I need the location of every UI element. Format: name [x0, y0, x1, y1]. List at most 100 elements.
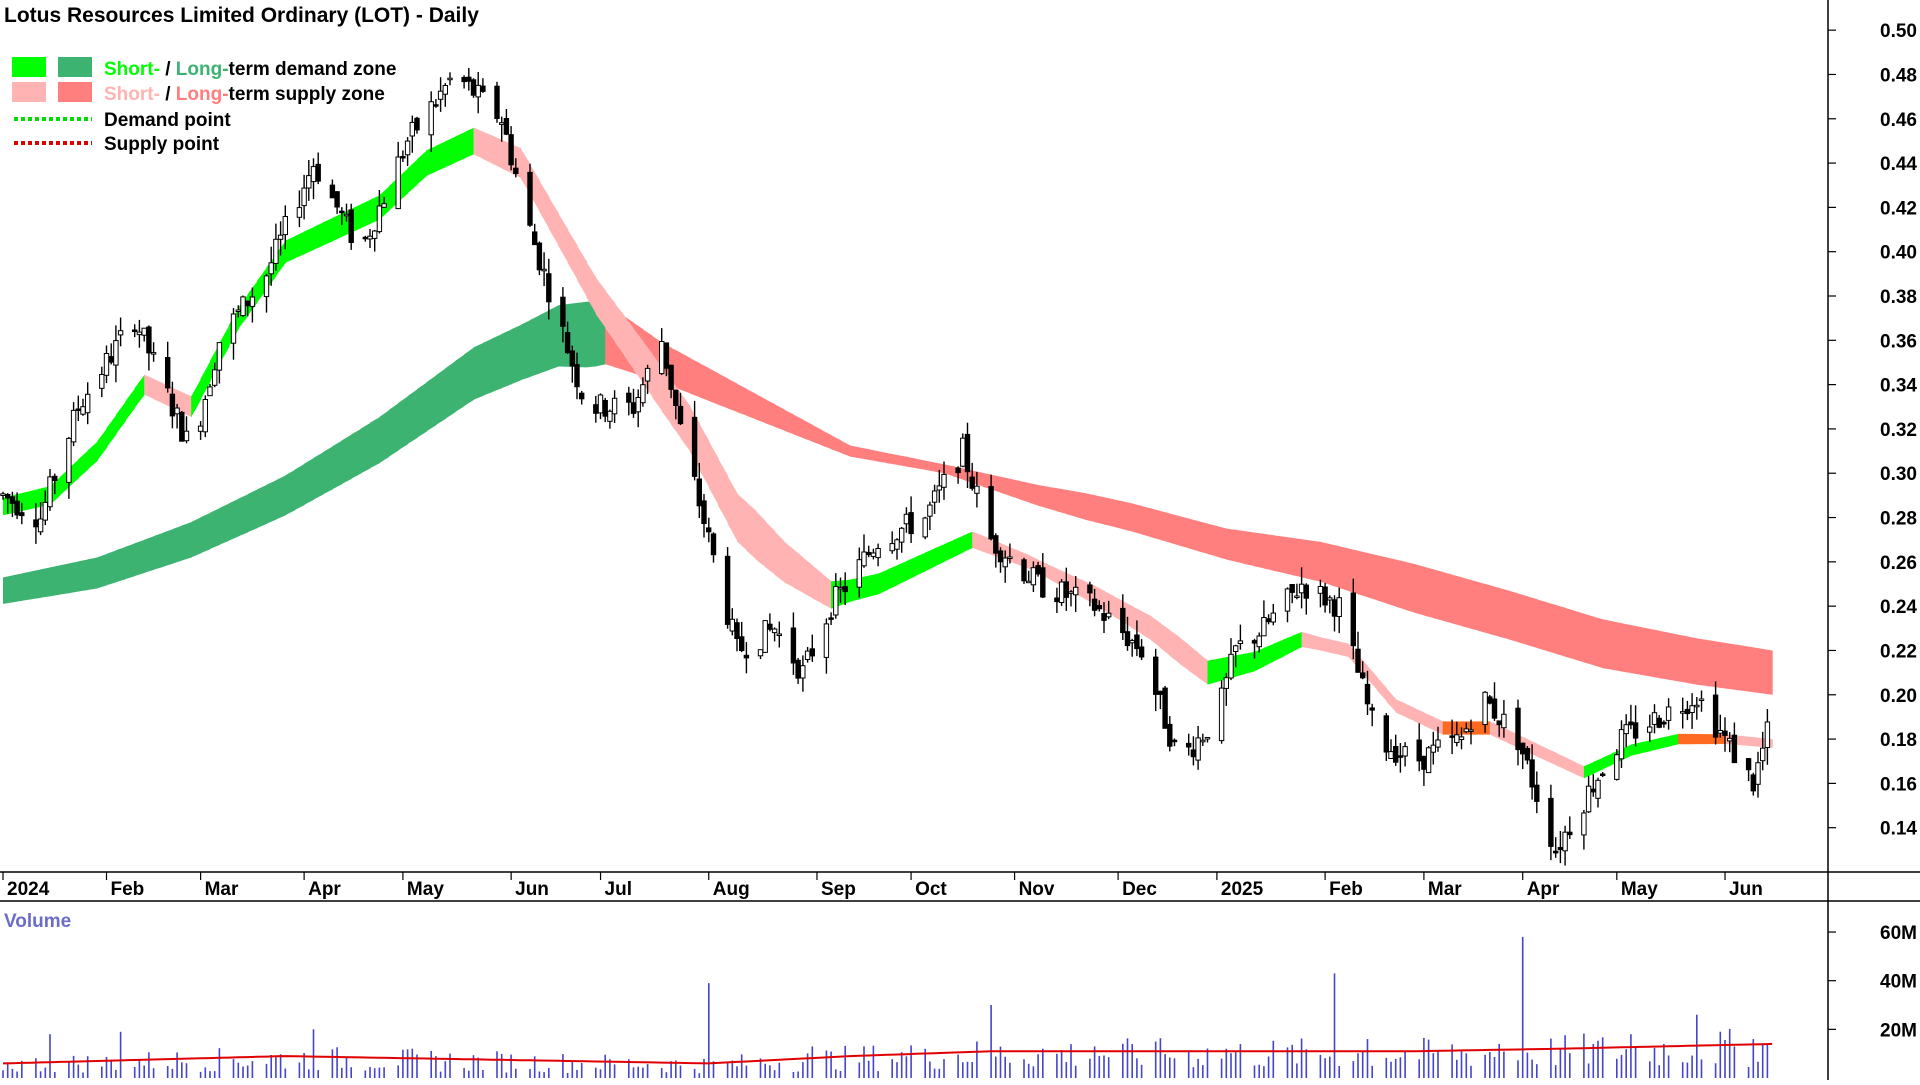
- long-term-zone-segment: [689, 358, 700, 398]
- short-term-zone-segment: [727, 476, 738, 542]
- candle-body: [207, 386, 213, 397]
- candle-body: [861, 551, 867, 567]
- long-term-zone-segment: [473, 342, 484, 400]
- short-term-zone-segment: [1630, 742, 1641, 756]
- short-term-zone-segment: [878, 569, 889, 595]
- price-tick-label: 0.36: [1880, 331, 1917, 352]
- candle-body: [1106, 612, 1112, 618]
- long-term-zone-segment: [1301, 539, 1312, 580]
- candle-body: [1416, 739, 1422, 762]
- candle-body: [367, 235, 373, 240]
- long-term-zone-segment: [1452, 574, 1463, 627]
- candle-body: [1388, 751, 1394, 759]
- long-term-zone-segment: [1198, 521, 1209, 554]
- short-term-zone-segment: [1489, 721, 1500, 740]
- candle-body: [146, 326, 152, 354]
- candle-body: [240, 296, 246, 317]
- short-term-zone-segment: [784, 541, 794, 588]
- candle-body: [42, 501, 48, 521]
- short-term-zone-segment: [482, 131, 493, 164]
- short-term-zone-segment: [1311, 634, 1321, 651]
- long-term-zone-segment: [1508, 590, 1519, 643]
- candle-body: [635, 397, 641, 413]
- candle-body: [1063, 581, 1069, 598]
- candle-body: [602, 400, 608, 417]
- long-term-zone-segment: [1009, 478, 1020, 500]
- legend-supply-long-text: Long-: [176, 84, 229, 105]
- candle-body: [710, 533, 717, 556]
- volume-axis-ticks: 60M 40M 20M: [1828, 923, 1917, 1041]
- candle-body: [475, 84, 481, 98]
- candle-body: [1251, 640, 1258, 644]
- price-tick-label: 0.18: [1880, 730, 1917, 751]
- long-term-zone-segment: [106, 550, 117, 586]
- short-term-zone-segment: [473, 127, 484, 159]
- short-term-zone-segment: [981, 535, 992, 555]
- candle-body: [296, 207, 303, 218]
- long-term-zone-segment: [1386, 557, 1397, 607]
- short-term-zone-segment: [586, 261, 597, 315]
- short-term-zone-segment: [962, 531, 973, 553]
- time-tick-label: Mar: [1428, 879, 1462, 900]
- long-term-zone-segment: [1565, 607, 1576, 660]
- candle-body: [113, 340, 119, 366]
- candle-body: [99, 374, 105, 389]
- candle-body: [1595, 779, 1601, 799]
- candle-body: [1171, 739, 1178, 743]
- short-term-zone-segment: [868, 573, 879, 597]
- long-term-zone-segment: [1734, 644, 1745, 691]
- short-term-zone-segment: [605, 290, 616, 342]
- candle-body: [1491, 698, 1498, 719]
- long-term-zone-segment: [388, 403, 399, 457]
- legend-supply-long-swatch: [58, 82, 92, 102]
- candle-body: [1515, 707, 1521, 751]
- volume-tick-label: 60M: [1880, 923, 1917, 944]
- long-term-zone-segment: [304, 457, 315, 505]
- long-term-zone-segment: [464, 347, 475, 406]
- candle-body: [1487, 696, 1493, 704]
- time-tick-label: 2024: [7, 879, 50, 900]
- candle-body: [1534, 784, 1540, 802]
- long-term-zone-segment: [802, 419, 813, 442]
- long-term-zone-segment: [172, 525, 183, 564]
- short-term-zone-segment: [1282, 635, 1293, 657]
- candle-body: [1435, 739, 1441, 748]
- candle-body: [1223, 677, 1229, 689]
- long-term-zone-segment: [868, 449, 879, 462]
- candle-body: [866, 551, 872, 556]
- long-term-zone-segment: [793, 414, 804, 439]
- candle-body: [724, 555, 731, 625]
- short-term-zone-segment: [464, 127, 475, 159]
- short-term-zone-segment: [1339, 641, 1350, 658]
- legend-demand-point-label: Demand point: [104, 110, 231, 131]
- candle-body: [964, 433, 971, 473]
- candle-body: [1162, 687, 1168, 729]
- long-term-zone-segment: [370, 417, 380, 469]
- volume-moving-average-line: [2, 1042, 1773, 1065]
- legend-supply-suffix: term supply zone: [229, 84, 385, 105]
- long-term-zone-segment: [1678, 634, 1688, 683]
- candle-body: [955, 467, 961, 474]
- volume-tick-label: 40M: [1880, 972, 1917, 993]
- candle-body: [1068, 591, 1074, 594]
- candle-body: [1087, 584, 1093, 594]
- long-term-zone-segment: [737, 383, 747, 416]
- short-term-zone-segment: [624, 315, 635, 370]
- candle-body: [1557, 847, 1564, 851]
- short-term-zone-segment: [1301, 631, 1312, 649]
- long-term-zone-segment: [1461, 577, 1472, 629]
- candle-body: [1322, 586, 1328, 606]
- short-term-zone-segment: [708, 441, 719, 506]
- candle-body: [1035, 565, 1041, 575]
- candle-body: [503, 118, 510, 135]
- long-term-zone-segment: [1640, 627, 1651, 677]
- candle-body: [899, 527, 905, 543]
- time-tick-label: Nov: [1019, 879, 1055, 900]
- legend-demand-separator: /: [160, 59, 176, 80]
- long-term-zone-segment: [125, 543, 136, 580]
- long-term-zone-segment: [1000, 476, 1011, 496]
- short-term-zone-segment: [275, 240, 286, 276]
- long-term-zone-segment: [1056, 488, 1067, 515]
- chart-legend: Short- / Long-term demand zone Short- / …: [12, 57, 396, 155]
- short-term-zone-segment: [1574, 761, 1585, 779]
